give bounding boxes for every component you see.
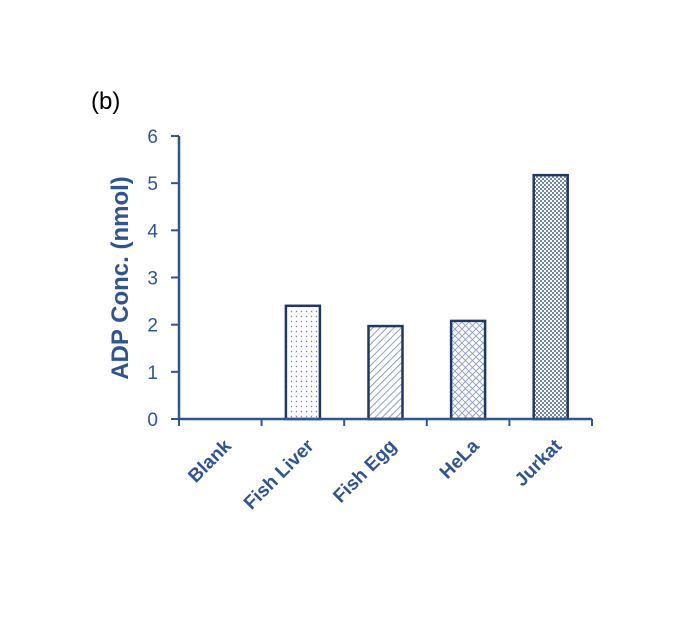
panel-label: (b) [91,88,120,115]
y-tick-label: 5 [147,174,158,195]
bar-jurkat [532,173,569,421]
x-tick-labels: Blank Fish Liver Fish Egg HeLa Jurkat [184,435,566,514]
y-tick-label: 2 [147,316,158,337]
y-tick-labels: 0 1 2 3 4 5 6 [147,127,158,431]
bar-fish-liver [284,304,322,421]
y-tick-label: 0 [147,410,158,431]
bar-hela [449,319,487,421]
x-tick-label: Jurkat [511,435,567,491]
x-tick-label: Fish Egg [329,436,401,508]
y-tick-label: 6 [147,127,158,148]
y-axis-label: ADP Conc. (nmol) [107,176,134,380]
x-tick-label: Blank [184,435,236,487]
bars [284,173,569,421]
bar-fish-egg [367,324,404,421]
x-tick-label: HeLa [436,435,484,483]
axes [171,135,593,426]
y-tick-label: 1 [147,363,158,384]
x-tick-label: Fish Liver [240,435,319,514]
y-tick-label: 4 [147,221,158,242]
y-tick-label: 3 [147,269,158,290]
